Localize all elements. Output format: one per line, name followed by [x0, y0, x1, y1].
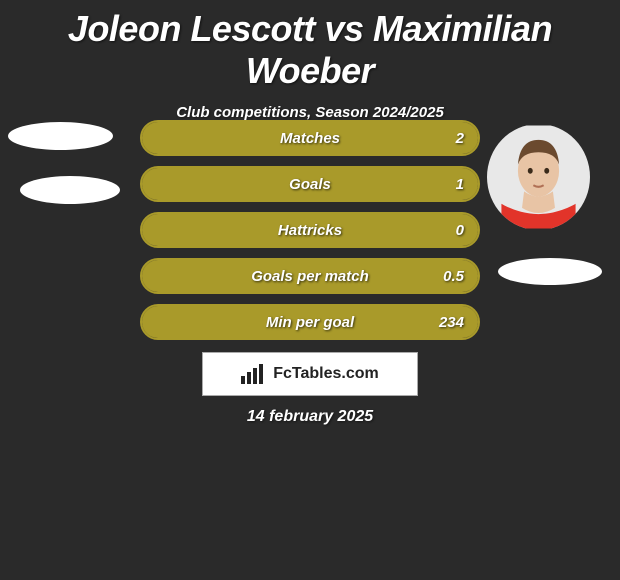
stats-block: Matches 2 Goals 1 Hattricks 0 Goals per match 0… [140, 120, 480, 350]
stat-row: Matches 2 [140, 120, 480, 156]
stat-value: 0.5 [443, 268, 464, 285]
player-right-placeholder-1 [498, 258, 602, 285]
player-left-placeholder-1 [8, 122, 113, 150]
attribution-badge[interactable]: FcTables.com [202, 352, 418, 396]
page-title: Joleon Lescott vs Maximilian Woeber [0, 0, 620, 92]
avatar-icon [487, 124, 590, 230]
stat-value: 1 [456, 176, 464, 193]
stat-row: Goals per match 0.5 [140, 258, 480, 294]
player-left-placeholder-2 [20, 176, 120, 204]
subtitle: Club competitions, Season 2024/2025 [0, 104, 620, 121]
player-right-photo [487, 124, 590, 230]
date-label: 14 february 2025 [0, 408, 620, 426]
stat-label: Matches [280, 130, 340, 147]
stat-row: Hattricks 0 [140, 212, 480, 248]
stat-label: Goals [289, 176, 331, 193]
stat-row: Goals 1 [140, 166, 480, 202]
stat-row: Min per goal 234 [140, 304, 480, 340]
bar-chart-icon [241, 364, 267, 384]
stat-label: Hattricks [278, 222, 342, 239]
stat-value: 234 [439, 314, 464, 331]
stat-value: 0 [456, 222, 464, 239]
stat-value: 2 [456, 130, 464, 147]
stat-label: Min per goal [266, 314, 354, 331]
stat-label: Goals per match [251, 268, 369, 285]
attribution-text: FcTables.com [273, 365, 379, 383]
